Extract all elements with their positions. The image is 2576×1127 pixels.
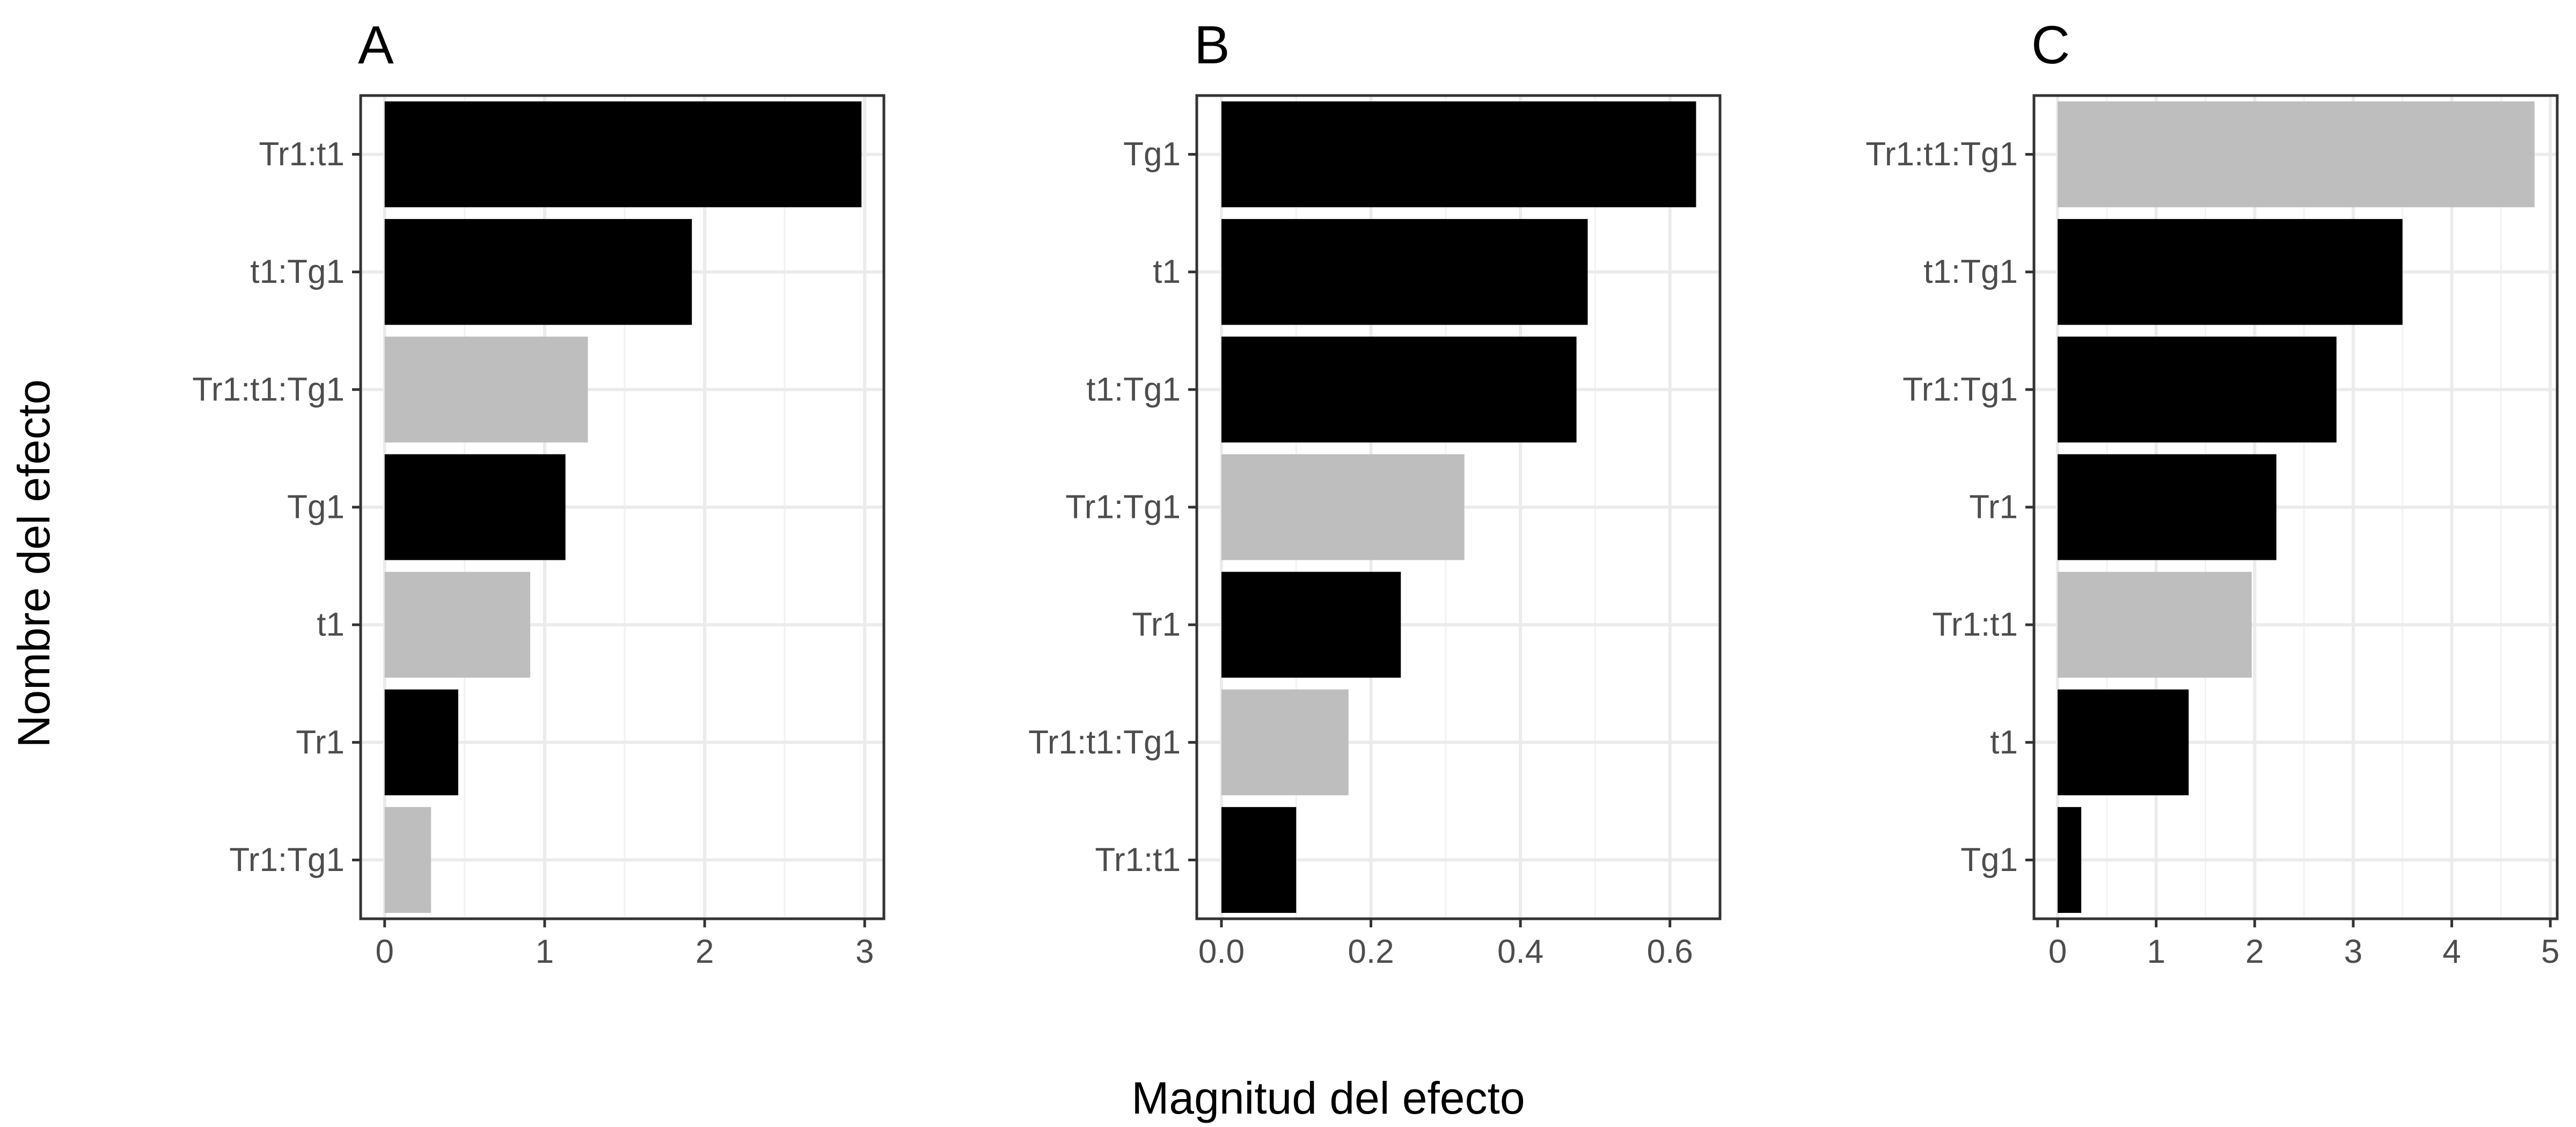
y-tick-label: Tr1 — [1969, 489, 2018, 526]
y-tick-label: Tr1:Tg1 — [1902, 371, 2018, 408]
bar — [1221, 336, 1577, 443]
panel-a: Tr1:t1 t1:Tg1 Tr1:t1:Tg1 Tg1 t1 Tr1 Tr1:Tg1 0 1 2… — [192, 15, 885, 970]
x-tick-label: 0.6 — [1647, 933, 1693, 970]
bar — [384, 101, 862, 208]
x-tick-label: 0.2 — [1348, 933, 1394, 970]
bar — [1221, 572, 1401, 678]
bar — [1221, 101, 1696, 208]
x-tick-label: 3 — [855, 933, 874, 970]
bar — [1221, 807, 1297, 913]
x-tick-label: 3 — [2344, 933, 2362, 970]
bar — [2058, 572, 2252, 678]
y-tick-label: Tr1:t1 — [1095, 841, 1181, 879]
bar — [384, 807, 431, 913]
y-tick-label: Tr1:t1:Tg1 — [1865, 136, 2018, 173]
x-tick-label: 0.4 — [1497, 933, 1543, 970]
y-tick-label: t1 — [1153, 253, 1181, 290]
bar — [2058, 336, 2337, 443]
y-tick-label: t1:Tg1 — [250, 253, 345, 290]
panel-title: B — [1194, 15, 1230, 75]
y-tick-label: Tr1:t1:Tg1 — [1028, 724, 1181, 761]
y-tick-label: Tg1 — [1960, 841, 2018, 879]
panel-title: A — [358, 15, 394, 75]
x-tick-label: 1 — [2147, 933, 2165, 970]
x-tick-label: 0.0 — [1198, 933, 1245, 970]
bar — [1221, 689, 1349, 795]
y-tick-label: Tr1 — [296, 724, 345, 761]
y-tick-label: Tr1:Tg1 — [1065, 489, 1181, 526]
bar — [1221, 454, 1465, 560]
y-tick-label: Tr1:Tg1 — [229, 841, 345, 879]
x-tick-label: 5 — [2541, 933, 2559, 970]
y-axis-label: Nombre del efecto — [9, 379, 59, 748]
y-tick-label: Tr1:t1 — [259, 136, 345, 173]
x-tick-label: 0 — [375, 933, 393, 970]
x-axis-label: Magnitud del efecto — [1131, 1073, 1525, 1123]
bar — [2058, 689, 2189, 795]
y-tick-label: Tr1 — [1132, 606, 1181, 643]
panel-title: C — [2031, 15, 2070, 75]
x-tick-label: 1 — [536, 933, 554, 970]
panel-c: Tr1:t1:Tg1 t1:Tg1 Tr1:Tg1 Tr1 Tr1:t1 t1 Tg1 0 1 2… — [1865, 15, 2559, 970]
y-tick-label: Tg1 — [1123, 136, 1181, 173]
x-tick-label: 2 — [2245, 933, 2264, 970]
bar — [1221, 219, 1588, 325]
y-tick-label: t1:Tg1 — [1086, 371, 1181, 408]
bar — [384, 689, 458, 795]
bar — [384, 336, 588, 443]
y-tick-label: t1 — [1990, 724, 2018, 761]
y-tick-label: Tr1:t1 — [1932, 606, 2018, 643]
bar — [384, 572, 531, 678]
y-tick-label: Tr1:t1:Tg1 — [192, 371, 345, 408]
y-tick-label: t1 — [317, 606, 345, 643]
bar — [2058, 219, 2403, 325]
panel-b: Tg1 t1 t1:Tg1 Tr1:Tg1 Tr1 Tr1:t1:Tg1 Tr1:t1 0.0… — [1028, 15, 1722, 970]
x-tick-label: 2 — [696, 933, 714, 970]
panels: Tr1:t1 t1:Tg1 Tr1:t1:Tg1 Tg1 t1 Tr1 Tr1:Tg1 0 1 2… — [192, 15, 2559, 970]
x-tick-label: 4 — [2442, 933, 2461, 970]
bar — [384, 454, 566, 560]
bar — [384, 219, 692, 325]
bar — [2058, 454, 2277, 560]
x-tick-label: 0 — [2048, 933, 2067, 970]
y-tick-label: t1:Tg1 — [1923, 253, 2018, 290]
y-tick-label: Tg1 — [287, 489, 345, 526]
bar — [2058, 807, 2082, 913]
bar — [2058, 101, 2535, 208]
